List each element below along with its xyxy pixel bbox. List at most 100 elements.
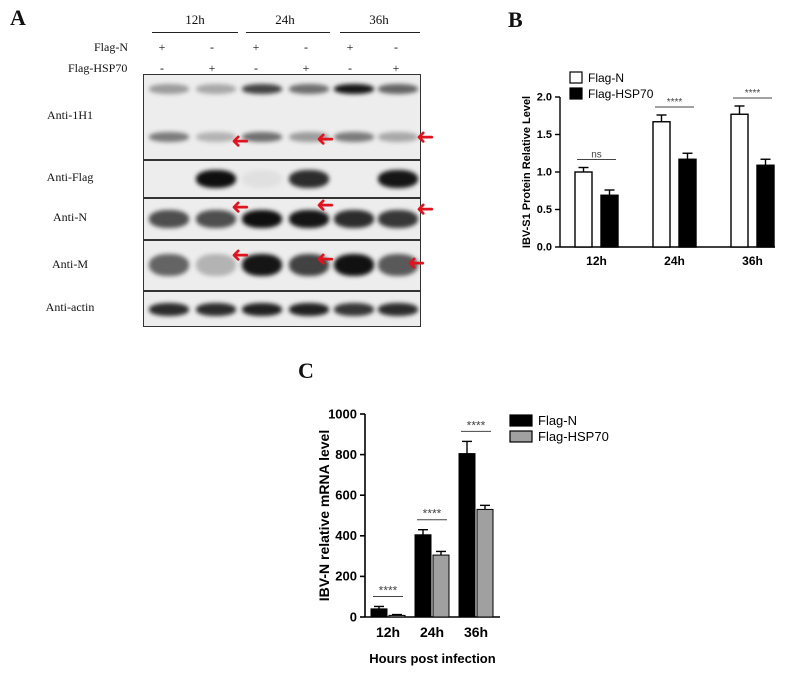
y-axis-label: IBV-S1 Protein Relative Level [521, 96, 533, 248]
red-arrow-icon: ➜ [231, 195, 250, 220]
blot-band [196, 84, 236, 94]
sign-flag-n-lane-3: + [252, 40, 260, 54]
blot-image-anti-m [143, 240, 421, 291]
time-underline-24h [246, 32, 330, 33]
blot-band [378, 210, 418, 228]
y-tick-label: 1.5 [537, 129, 552, 141]
panel-b-letter: B [508, 7, 523, 32]
time-header-36h: 36h [369, 12, 389, 27]
sign-flag-hsp70-lane-5: - [348, 61, 352, 75]
blot-band [242, 84, 282, 94]
blot-band [378, 254, 418, 276]
time-header-24h: 24h [275, 12, 295, 27]
chart-b: 0.0 0.5 1.0 1.5 2.0 IBV-S1 Protein Relative L… [521, 71, 775, 268]
y-tick-label: 0.5 [537, 204, 552, 216]
y-tick-label: 600 [335, 488, 357, 503]
y-tick-label: 800 [335, 447, 357, 462]
bar-flag-n [370, 608, 388, 618]
x-tick-label: 36h [742, 254, 763, 268]
blot-band [378, 132, 418, 142]
sign-flag-hsp70-lane-4: + [302, 61, 310, 75]
blot-band [334, 302, 374, 316]
blot-band [289, 210, 329, 228]
blot-band [378, 84, 418, 94]
red-arrow-icon: ➜ [316, 127, 335, 152]
blot-image-anti-1h1 [143, 74, 421, 160]
blot-image-anti-n [143, 198, 421, 240]
legend-label: Flag-N [538, 413, 577, 428]
blot-band [289, 254, 329, 276]
red-arrow-icon: ➜ [416, 125, 435, 150]
blot-band [242, 170, 282, 188]
blot-band [149, 210, 189, 228]
blot-band [196, 302, 236, 316]
bar-flag-hsp70 [756, 164, 775, 248]
blot-band [378, 302, 418, 316]
blot-band [149, 84, 189, 94]
significance-label: **** [423, 507, 442, 521]
y-tick-label: 200 [335, 569, 357, 584]
y-tick-label: 2.0 [537, 92, 552, 104]
blot-image-anti-actin [143, 291, 421, 327]
bar-flag-n [652, 121, 671, 248]
blot-band [196, 254, 236, 276]
blot-band [334, 254, 374, 276]
blot-label-anti-flag: Anti-Flag [46, 170, 94, 184]
legend-swatch [509, 414, 533, 427]
red-arrow-icon: ➜ [407, 251, 426, 276]
legend-swatch [509, 430, 533, 443]
sign-flag-n-lane-5: + [346, 40, 354, 54]
legend-swatch [569, 71, 583, 84]
blot-label-anti-1h1: Anti-1H1 [47, 108, 93, 122]
legend-swatch [569, 87, 583, 100]
blot-band [334, 84, 374, 94]
blot-band [334, 210, 374, 228]
bar-flag-hsp70 [678, 158, 697, 248]
blot-band [149, 254, 189, 276]
y-tick-label: 1000 [328, 406, 357, 421]
sign-flag-hsp70-lane-1: - [160, 61, 164, 75]
x-axis-label: Hours post infection [369, 651, 495, 666]
blot-band [149, 132, 189, 142]
blot-band [289, 302, 329, 316]
blot-band [149, 302, 189, 316]
bar-flag-n [458, 453, 476, 618]
significance-label: **** [467, 418, 486, 432]
blot-band [196, 170, 236, 188]
blot-label-anti-n: Anti-N [53, 210, 87, 224]
sign-flag-hsp70-lane-6: + [392, 61, 400, 75]
red-arrow-icon: ➜ [231, 129, 250, 154]
y-tick-label: 1.0 [537, 167, 552, 179]
bar-flag-n [574, 171, 593, 248]
sign-flag-hsp70-lane-2: + [208, 61, 216, 75]
significance-label: **** [379, 583, 398, 597]
time-underline-36h [340, 32, 420, 33]
blot-band [289, 132, 329, 142]
time-header-12h: 12h [185, 12, 205, 27]
blot-band [378, 170, 418, 188]
panel-a-letter: A [10, 5, 26, 30]
legend-label: Flag-HSP70 [588, 87, 654, 101]
panel-c-letter: C [298, 358, 314, 383]
y-axis-label: IBV-N relative mRNA level [316, 430, 332, 601]
bar-flag-n [414, 534, 432, 618]
x-tick-label: 24h [664, 254, 685, 268]
bar-flag-n [730, 113, 749, 248]
bar-flag-hsp70 [388, 614, 406, 618]
row-label-flag-hsp70: Flag-HSP70 [68, 61, 128, 75]
legend-label: Flag-N [588, 71, 624, 85]
blot-band [196, 210, 236, 228]
sign-flag-n-lane-4: - [304, 40, 308, 54]
sign-flag-n-lane-2: - [210, 40, 214, 54]
y-tick-label: 0 [350, 609, 357, 624]
red-arrow-icon: ➜ [416, 197, 435, 222]
blot-band [242, 254, 282, 276]
red-arrow-icon: ➜ [316, 193, 335, 218]
significance-label: **** [745, 88, 761, 99]
y-tick-label: 0.0 [537, 242, 552, 254]
sign-flag-hsp70-lane-3: - [254, 61, 258, 75]
legend-label: Flag-HSP70 [538, 429, 609, 444]
blot-band [289, 84, 329, 94]
blot-band [242, 302, 282, 316]
significance-label: ns [591, 150, 602, 161]
